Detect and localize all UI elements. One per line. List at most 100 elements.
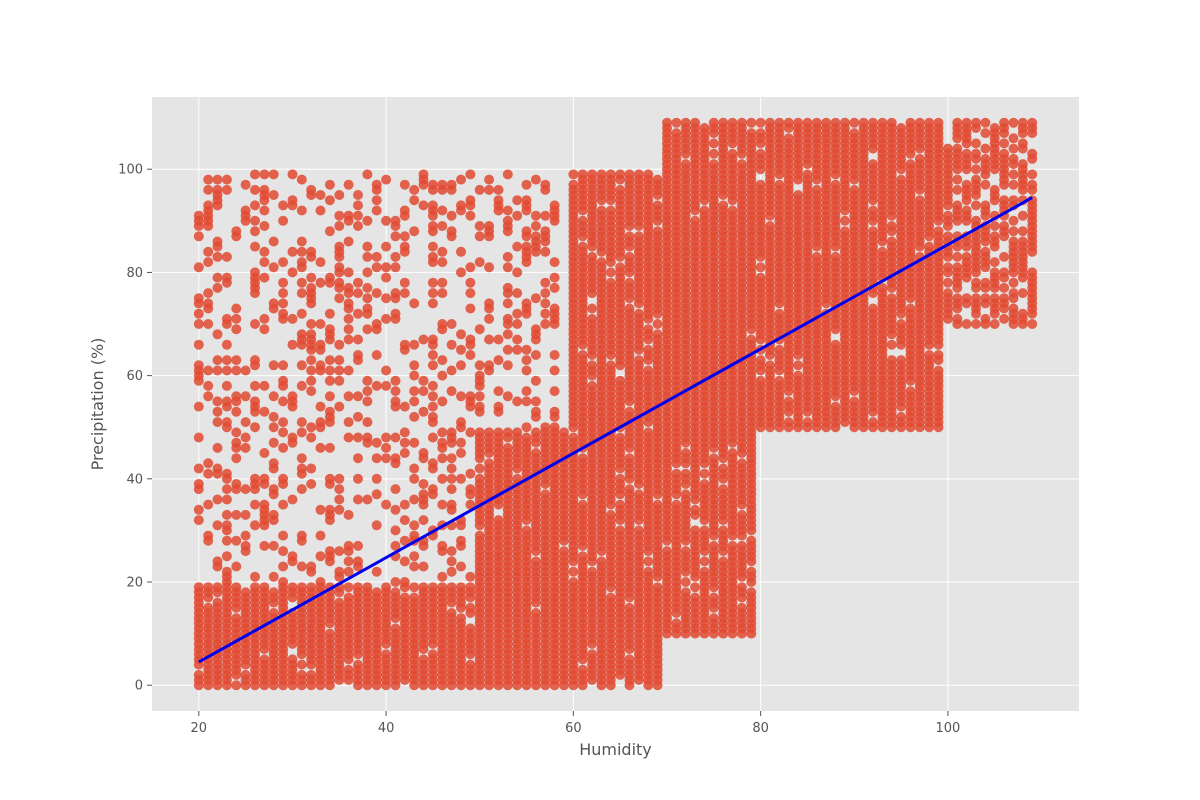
data-point (250, 582, 260, 593)
data-point (493, 401, 504, 412)
data-point (474, 184, 485, 195)
data-point (999, 313, 1010, 324)
data-point (427, 200, 438, 211)
data-point (484, 360, 495, 371)
data-point (474, 360, 485, 371)
data-point (952, 293, 963, 304)
data-point (549, 303, 560, 314)
data-point (306, 463, 317, 474)
data-point (839, 215, 850, 226)
data-point (362, 494, 373, 505)
data-point (540, 479, 551, 489)
data-point (540, 319, 551, 329)
data-point (521, 422, 532, 433)
data-point (980, 153, 991, 164)
data-point (746, 396, 757, 407)
data-point (362, 375, 373, 386)
data-point (250, 319, 260, 329)
data-point (465, 303, 476, 314)
data-point (212, 236, 223, 247)
data-point (193, 339, 204, 350)
data-point (203, 602, 214, 613)
data-point (896, 411, 907, 422)
data-point (474, 257, 485, 268)
data-point (493, 334, 504, 345)
data-point (446, 453, 457, 464)
data-point (240, 442, 251, 453)
data-point (193, 360, 204, 371)
data-point (502, 504, 513, 515)
data-point (793, 190, 804, 200)
data-point (821, 117, 832, 128)
data-point (512, 649, 523, 660)
data-point (493, 638, 504, 649)
data-point (268, 411, 279, 422)
data-point (390, 288, 401, 299)
data-point (465, 350, 476, 360)
data-point (240, 530, 251, 541)
data-point (493, 556, 504, 567)
data-point (362, 267, 373, 278)
data-point (390, 504, 401, 515)
data-point (231, 303, 242, 314)
data-point (699, 468, 710, 479)
data-point (259, 313, 270, 324)
data-point (193, 463, 204, 474)
data-point (446, 179, 457, 190)
data-point (512, 241, 523, 252)
data-point (221, 365, 232, 376)
data-point (353, 277, 363, 288)
data-point (783, 396, 794, 407)
data-point (484, 437, 495, 448)
data-point (671, 277, 682, 288)
data-point (783, 117, 794, 128)
data-point (465, 334, 476, 345)
data-point (484, 184, 495, 195)
data-point (418, 386, 429, 397)
data-point (315, 360, 326, 371)
data-point (587, 251, 598, 262)
data-point (212, 520, 223, 531)
data-point (530, 221, 541, 231)
data-point (540, 432, 551, 443)
data-point (399, 437, 410, 448)
data-point (549, 406, 560, 417)
data-point (231, 582, 242, 593)
data-point (811, 184, 822, 195)
data-point (353, 473, 363, 484)
data-point (353, 411, 363, 422)
data-point (980, 277, 991, 288)
data-point (568, 432, 579, 443)
data-point (999, 221, 1010, 231)
data-point (353, 391, 363, 402)
data-point (221, 566, 232, 577)
data-point (418, 334, 429, 345)
data-point (502, 298, 513, 309)
data-point (296, 277, 307, 288)
data-point (287, 169, 298, 180)
data-point (971, 174, 981, 185)
data-point (446, 608, 457, 618)
data-point (877, 246, 888, 257)
data-point (652, 329, 663, 340)
data-point (783, 133, 794, 144)
data-point (250, 215, 260, 226)
data-point (512, 267, 523, 278)
data-point (259, 582, 270, 593)
data-point (221, 468, 232, 479)
data-point (502, 262, 513, 273)
data-point (437, 427, 448, 438)
data-point (381, 241, 392, 252)
data-point (259, 205, 270, 216)
data-point (755, 128, 766, 139)
data-point (624, 453, 635, 464)
data-point (484, 298, 495, 309)
data-point (530, 350, 541, 360)
data-point (409, 396, 420, 407)
data-point (343, 566, 354, 577)
data-point (203, 257, 214, 268)
data-point (690, 525, 701, 536)
data-point (212, 282, 223, 293)
data-point (727, 448, 738, 458)
data-point (381, 442, 392, 453)
